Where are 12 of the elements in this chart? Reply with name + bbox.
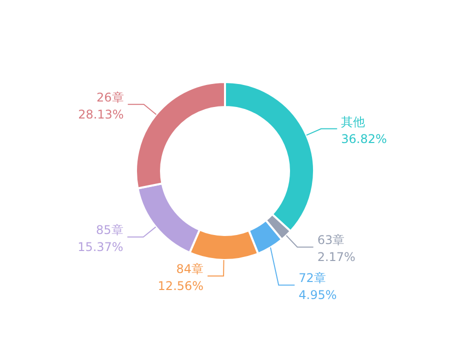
slice-label: 63章 [317,233,345,248]
data-label: 12.56% [158,278,204,293]
slice-label: 72章 [298,271,326,286]
slice-label: 84章 [176,262,204,276]
data-label: 36.82% [341,132,387,146]
data-label: 2.17% [317,250,356,264]
slice-label: 其他 [341,114,366,129]
slice-label: 85章 [96,222,124,237]
slice-label: 26章 [96,90,124,104]
data-label: 4.95% [298,288,337,302]
data-label: 28.13% [78,107,124,122]
data-label: 15.37% [78,240,124,254]
